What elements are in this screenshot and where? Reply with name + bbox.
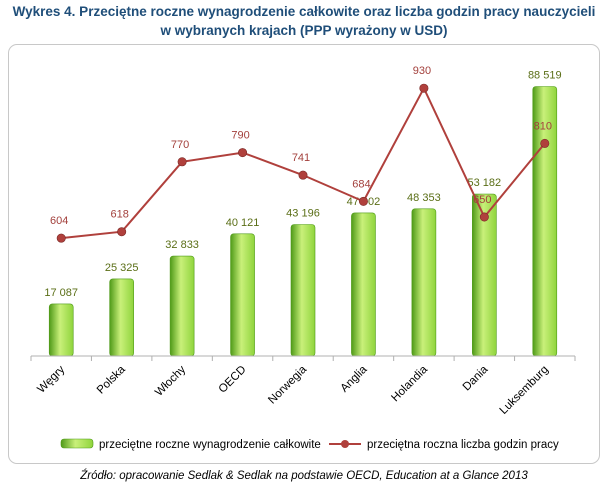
legend-label-hours: przeciętna roczna liczba godzin pracy [367,439,559,451]
line-point-Węgry [56,233,66,243]
line-data-labels: 604 618 770 790 741 684 930 650 810 [50,65,552,227]
x-tick-label: Holandia [389,363,430,404]
bar-OECD [230,233,255,357]
x-tick-label: Norwegia [266,363,309,406]
line-label: 790 [231,130,249,142]
chart-frame: 17 087 25 325 32 833 40 121 43 196 47 002 48 3… [8,44,600,464]
bar-label: 43 196 [286,207,320,219]
x-tick-label: Luksemburg [498,364,551,417]
line-point-Polska [117,227,127,237]
x-tick-label: Dania [461,363,491,393]
bar-Włochy [169,255,195,357]
line-label: 684 [352,178,370,190]
line-label: 618 [110,209,128,221]
x-tick-label: Włochy [153,363,188,398]
x-axis-ticks [30,356,576,361]
bar-label: 25 325 [105,262,139,274]
x-tick-label: Anglia [338,363,370,395]
line-series-points [56,83,550,243]
bar-label: 40 121 [226,217,260,229]
legend-swatch-hours-marker [341,440,349,448]
line-label: 930 [413,65,431,77]
bar-label: 88 519 [528,70,562,82]
bar-label: 53 182 [468,177,502,189]
x-tick-label: Węgry [35,363,67,395]
chart-title-line-2: w wybranych krajach (PPP wyrażony w USD) [160,23,448,38]
x-axis-tick-labels: Węgry Polska Włochy OECD Norwegia Anglia Holan… [35,363,551,417]
legend-swatch-salary [60,438,94,449]
bar-label: 32 833 [165,239,199,251]
line-point-Luksemburg [540,138,550,148]
bar-label: 48 353 [407,192,441,204]
line-point-Anglia [358,196,368,206]
bar-Holandia [411,208,437,357]
line-label: 741 [292,152,310,164]
x-tick-label: OECD [217,364,249,396]
line-point-Norwegia [298,170,308,180]
chart-title: Wykres 4. Przeciętne roczne wynagrodzeni… [0,2,608,40]
line-label: 604 [50,215,68,227]
source-note: Źródło: opracowanie Sedlak & Sedlak na p… [80,470,528,482]
line-point-Dania [479,212,489,222]
bar-Anglia [351,212,376,357]
bar-Norwegia [290,224,316,357]
line-label: 810 [534,120,552,132]
line-point-OECD [238,148,248,158]
bar-Polska [109,278,134,357]
chart-title-line-1: Wykres 4. Przeciętne roczne wynagrodzeni… [12,4,596,19]
line-label: 770 [171,139,189,151]
legend: przeciętne roczne wynagrodzenie całkowit… [60,438,559,451]
bar-series [48,86,558,357]
bar-Węgry [48,303,74,357]
legend-label-salary: przeciętne roczne wynagrodzenie całkowit… [99,439,321,451]
line-label: 650 [473,194,491,206]
line-point-Holandia [419,83,429,93]
bar-label: 17 087 [44,287,78,299]
x-tick-label: Polska [95,363,128,396]
line-point-Włochy [177,157,187,167]
